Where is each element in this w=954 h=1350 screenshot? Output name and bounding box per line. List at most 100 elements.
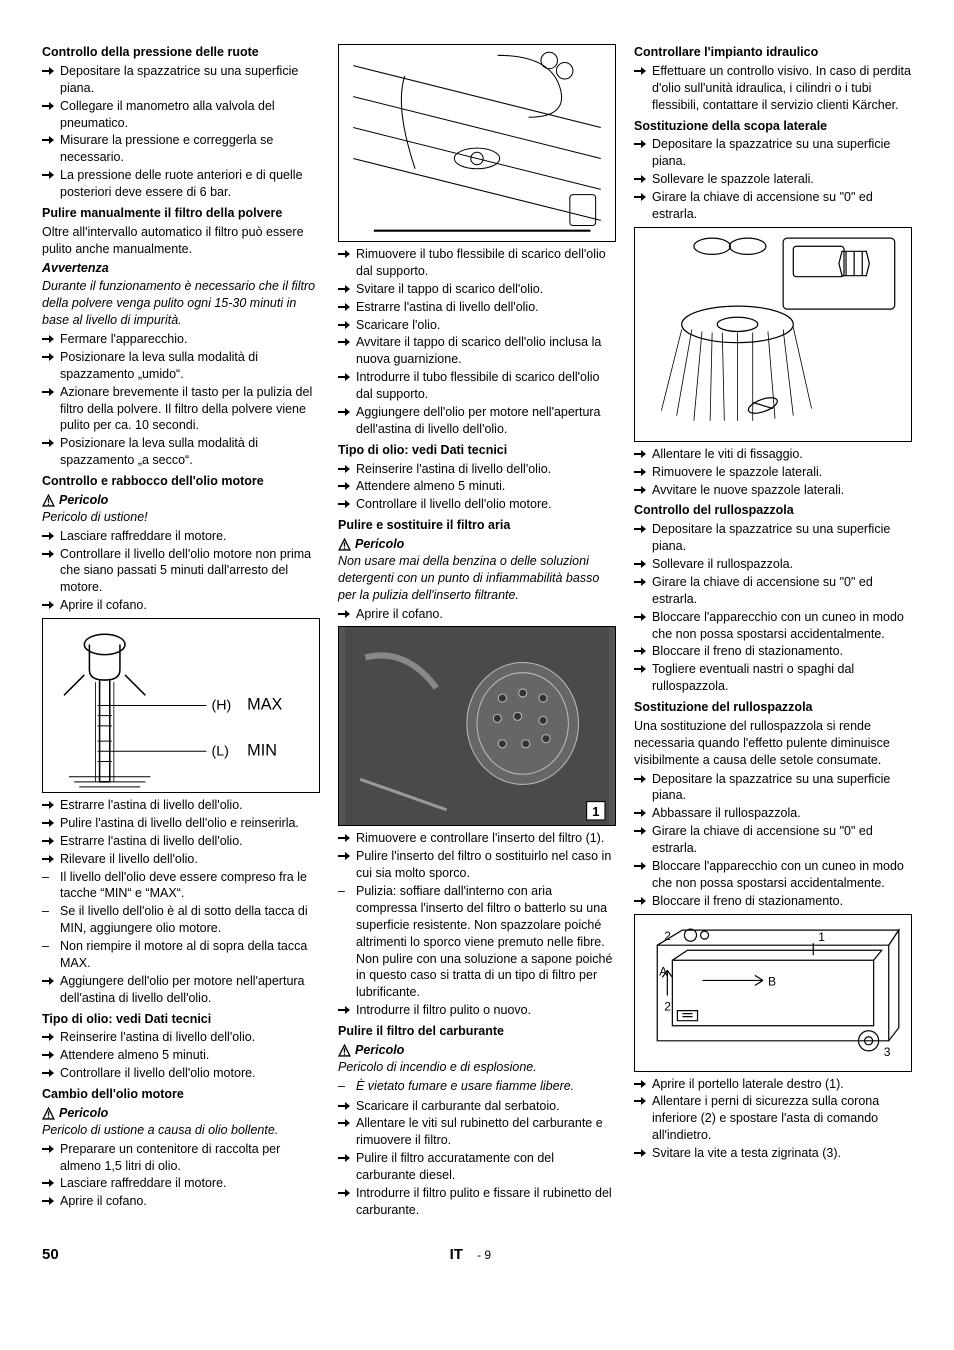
list: Depositare la spazzatrice su una superfi… [634, 521, 912, 695]
list-item: Allentare i perni di sicurezza sulla cor… [634, 1093, 912, 1144]
warning-triangle-icon [42, 494, 55, 507]
list-item: Svitare il tappo di scarico dell'olio. [338, 281, 616, 298]
danger-row: Pericolo [338, 1042, 616, 1059]
list-item: Depositare la spazzatrice su una superfi… [634, 136, 912, 170]
list-item: Girare la chiave di accensione su "0" ed… [634, 574, 912, 608]
list-item: Rimuovere e controllare l'inserto del fi… [338, 830, 616, 847]
page-columns: Controllo della pressione delle ruote De… [42, 40, 912, 1221]
list-item: Lasciare raffreddare il motore. [42, 1175, 320, 1192]
list-item: Attendere almeno 5 minuti. [338, 478, 616, 495]
list: Allentare le viti di fissaggio. Rimuover… [634, 446, 912, 499]
figure-oil-drain [338, 44, 616, 242]
list-item: Aprire il portello laterale destro (1). [634, 1076, 912, 1093]
list-item: Bloccare l'apparecchio con un cuneo in m… [634, 858, 912, 892]
list: Rimuovere il tubo flessibile di scarico … [338, 246, 616, 438]
footer-center: IT - 9 [450, 1245, 492, 1265]
heading: Controllo del rullospazzola [634, 502, 912, 519]
list-item: Girare la chiave di accensione su "0" ed… [634, 189, 912, 223]
list-item: Aggiungere dell'olio per motore nell'ape… [338, 404, 616, 438]
list-item: Avvitare le nuove spazzole laterali. [634, 482, 912, 499]
list-item: Preparare un contenitore di raccolta per… [42, 1141, 320, 1175]
list: Lasciare raffreddare il motore. Controll… [42, 528, 320, 614]
column-3: Controllare l'impianto idraulico Effettu… [634, 40, 912, 1221]
column-2: Rimuovere il tubo flessibile di scarico … [338, 40, 616, 1221]
list-item: Depositare la spazzatrice su una superfi… [634, 521, 912, 555]
paragraph: Oltre all'intervallo automatico il filtr… [42, 224, 320, 258]
list-item: Fermare l'apparecchio. [42, 331, 320, 348]
heading: Pulire e sostituire il filtro aria [338, 517, 616, 534]
list-item: Se il livello dell'olio è al di sotto de… [42, 903, 320, 937]
list-item: Depositare la spazzatrice su una superfi… [42, 63, 320, 97]
label-l: (L) [212, 743, 229, 759]
list-item: Il livello dell'olio deve essere compres… [42, 869, 320, 903]
danger-text: Non usare mai della benzina o delle solu… [338, 553, 616, 604]
label-min: MIN [247, 741, 277, 759]
list-item: Girare la chiave di accensione su "0" ed… [634, 823, 912, 857]
danger-text: Pericolo di incendio e di esplosione. [338, 1059, 616, 1076]
list-item: Controllare il livello dell'olio motore. [42, 1065, 320, 1082]
list-item: Introdurre il filtro pulito o nuovo. [338, 1002, 616, 1019]
danger-label: Pericolo [59, 492, 108, 509]
label-2: 2 [664, 929, 671, 943]
list-item: Rimuovere il tubo flessibile di scarico … [338, 246, 616, 280]
label-B: B [768, 974, 776, 988]
danger-label: Pericolo [355, 536, 404, 553]
heading: Controllo e rabbocco dell'olio motore [42, 473, 320, 490]
heading: Tipo di olio: vedi Dati tecnici [338, 442, 616, 459]
list: Reinserire l'astina di livello dell'olio… [338, 461, 616, 514]
list-item: Pulizia: soffiare dall'interno con aria … [338, 883, 616, 1001]
danger-row: Pericolo [338, 536, 616, 553]
label-h: (H) [212, 698, 232, 714]
list: Estrarre l'astina di livello dell'olio. … [42, 797, 320, 1007]
list-item: Depositare la spazzatrice su una superfi… [634, 771, 912, 805]
figure-side-broom [634, 227, 912, 442]
warning-label: Avvertenza [42, 260, 320, 277]
heading: Cambio dell'olio motore [42, 1086, 320, 1103]
list: Fermare l'apparecchio. Posizionare la le… [42, 331, 320, 469]
warning-triangle-icon [338, 538, 351, 551]
list-item: Estrarre l'astina di livello dell'olio. [42, 797, 320, 814]
list-item: Scaricare l'olio. [338, 317, 616, 334]
list-item: Effettuare un controllo visivo. In caso … [634, 63, 912, 114]
list-item: Reinserire l'astina di livello dell'olio… [42, 1029, 320, 1046]
danger-row: Pericolo [42, 1105, 320, 1122]
page-footer: 50 IT - 9 [42, 1245, 912, 1265]
list: Rimuovere e controllare l'inserto del fi… [338, 830, 616, 1019]
danger-label: Pericolo [59, 1105, 108, 1122]
column-1: Controllo della pressione delle ruote De… [42, 40, 320, 1221]
heading: Sostituzione del rullospazzola [634, 699, 912, 716]
list-item: Bloccare il freno di stazionamento. [634, 643, 912, 660]
list-item: Controllare il livello dell'olio motore. [338, 496, 616, 513]
heading: Pulire il filtro del carburante [338, 1023, 616, 1040]
warning-triangle-icon [42, 1107, 55, 1120]
list-item: Rilevare il livello dell'olio. [42, 851, 320, 868]
label-1: 1 [818, 930, 825, 944]
heading: Controllare l'impianto idraulico [634, 44, 912, 61]
label-3: 3 [884, 1044, 891, 1058]
list-item: Sollevare le spazzole laterali. [634, 171, 912, 188]
list-item: Allentare le viti di fissaggio. [634, 446, 912, 463]
figure-roller-brush: 2 1 A B 2 3 [634, 914, 912, 1072]
list-item: Togliere eventuali nastri o spaghi dal r… [634, 661, 912, 695]
list: Depositare la spazzatrice su una superfi… [42, 63, 320, 201]
heading: Tipo di olio: vedi Dati tecnici [42, 1011, 320, 1028]
danger-row: Pericolo [42, 492, 320, 509]
figure-dipstick: (H) MAX (L) MIN [42, 618, 320, 793]
page-number: 50 [42, 1245, 59, 1265]
list-item: La pressione delle ruote anteriori e di … [42, 167, 320, 201]
warning-triangle-icon [338, 1044, 351, 1057]
list: È vietato fumare e usare fiamme libere. … [338, 1078, 616, 1219]
danger-text: Pericolo di ustione! [42, 509, 320, 526]
list-item: Lasciare raffreddare il motore. [42, 528, 320, 545]
list-item: Bloccare l'apparecchio con un cuneo in m… [634, 609, 912, 643]
list-item: Collegare il manometro alla valvola del … [42, 98, 320, 132]
list-item: Attendere almeno 5 minuti. [42, 1047, 320, 1064]
list-item: Aprire il cofano. [42, 597, 320, 614]
list-item: Pulire l'astina di livello dell'olio e r… [42, 815, 320, 832]
list-item: Pulire il filtro accuratamente con del c… [338, 1150, 616, 1184]
heading: Sostituzione della scopa laterale [634, 118, 912, 135]
label-2b: 2 [664, 999, 671, 1013]
list-item: Posizionare la leva sulla modalità di sp… [42, 349, 320, 383]
list-item: Misurare la pressione e correggerla se n… [42, 132, 320, 166]
list-item: Scaricare il carburante dal serbatoio. [338, 1098, 616, 1115]
